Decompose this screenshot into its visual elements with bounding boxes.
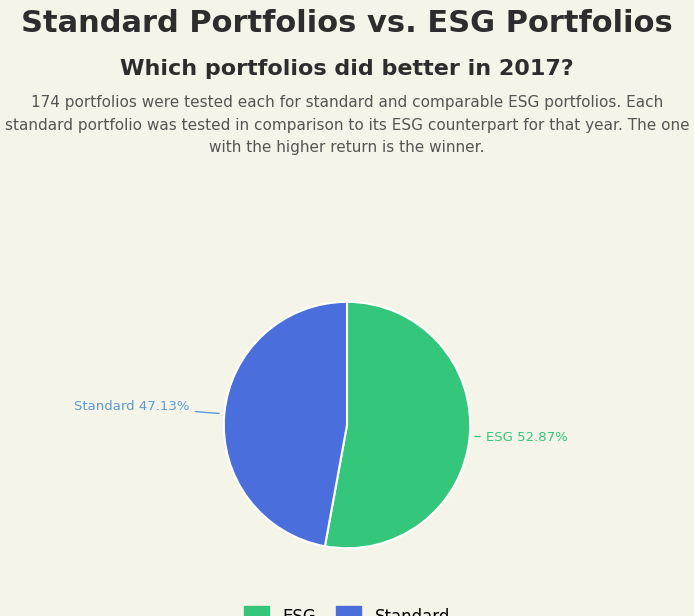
Wedge shape	[325, 302, 471, 548]
Text: Standard Portfolios vs. ESG Portfolios: Standard Portfolios vs. ESG Portfolios	[21, 9, 673, 38]
Text: ESG 52.87%: ESG 52.87%	[475, 431, 568, 444]
Wedge shape	[223, 302, 347, 546]
Text: 174 portfolios were tested each for standard and comparable ESG portfolios. Each: 174 portfolios were tested each for stan…	[5, 95, 689, 155]
Legend: ESG, Standard: ESG, Standard	[236, 598, 458, 616]
Text: Which portfolios did better in 2017?: Which portfolios did better in 2017?	[120, 59, 574, 78]
Text: Standard 47.13%: Standard 47.13%	[74, 400, 219, 413]
